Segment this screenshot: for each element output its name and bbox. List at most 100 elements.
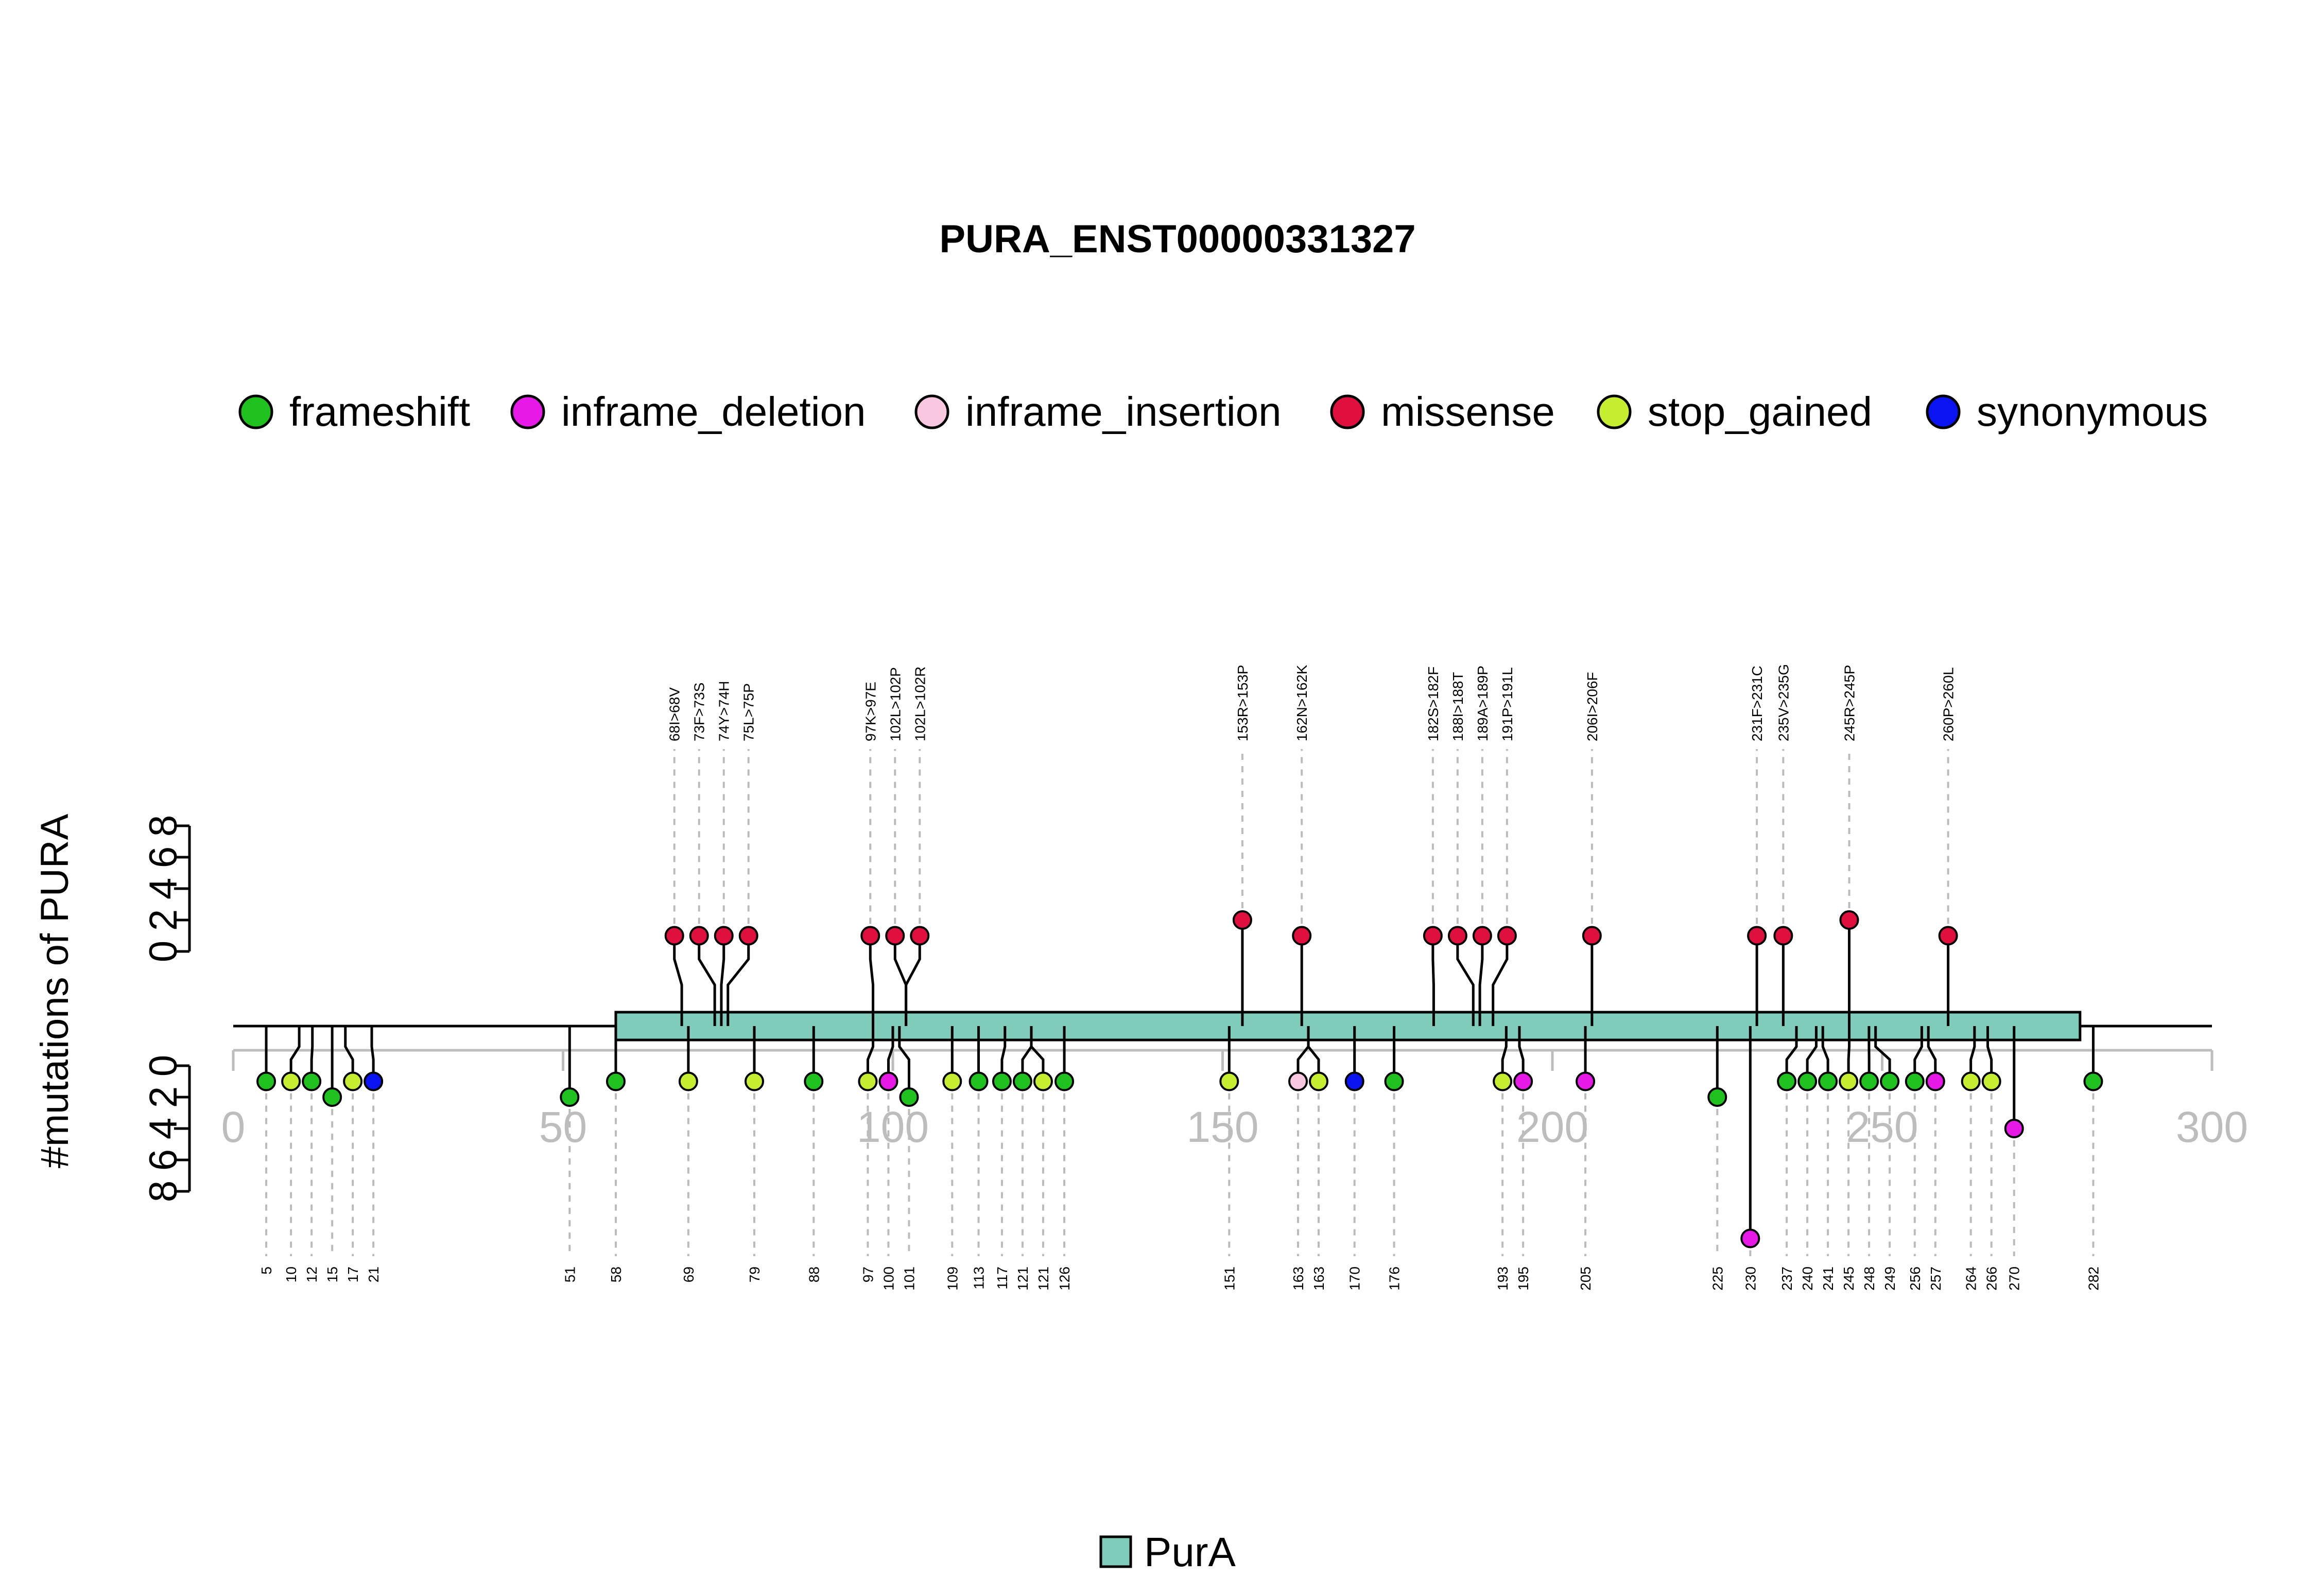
lollipop-stem-top (1492, 935, 1509, 1026)
mutation-point-frameshift (302, 1071, 322, 1091)
y-axis-label: #mutations of PURA (33, 813, 77, 1168)
legend-label-synonymous: synonymous (1977, 389, 2208, 435)
mutation-label-top: 74Y>74H (716, 681, 732, 741)
mutation-point-stop_gained (1961, 1071, 1981, 1091)
mutation-label-bottom: 113 (971, 1267, 987, 1290)
mutation-point-frameshift (969, 1071, 989, 1091)
lollipop-stem-bottom (1030, 1026, 1045, 1082)
mutation-label-bottom: 51 (562, 1267, 578, 1282)
domain-legend-label: PurA (1144, 1529, 1236, 1575)
x-axis-tick-label: 300 (2176, 1103, 2248, 1151)
x-axis: 0 50 100 150 200 250 300 (221, 1049, 2248, 1151)
mutation-label-bottom: 126 (1057, 1267, 1073, 1291)
y-axis-top-tick-label: 0 (142, 941, 185, 962)
lollipop-stem-bottom (289, 1026, 301, 1082)
mutation-label-top: 235V>235G (1775, 664, 1791, 741)
mutation-point-stop_gained (1033, 1071, 1053, 1091)
mutation-point-missense (1497, 926, 1517, 946)
lollipop-stem-bottom (1307, 1026, 1320, 1082)
mutation-label-bottom: 12 (304, 1267, 320, 1282)
mutation-point-synonymous (1344, 1071, 1364, 1091)
mutation-label-bottom: 21 (366, 1267, 382, 1282)
mutation-point-frameshift (1777, 1071, 1797, 1091)
mutation-point-frameshift (606, 1071, 626, 1091)
lollipop-stem-bottom (1986, 1026, 1993, 1082)
lollipop-stem-bottom (1501, 1026, 1508, 1082)
lollipop-stem-bottom (866, 1026, 875, 1082)
lollipop-stem-top (720, 935, 725, 1026)
mutation-point-missense (738, 926, 758, 946)
legend-marker-missense (1330, 394, 1365, 429)
legend-marker-synonymous (1926, 394, 1961, 429)
mutation-point-inframe_deletion (1576, 1071, 1596, 1091)
mutation-point-stop_gained (1839, 1071, 1859, 1091)
mutation-point-frameshift (1905, 1071, 1925, 1091)
legend-label-inframe-insertion: inframe_insertion (965, 389, 1282, 435)
chart-title: PURA_ENST00000331327 (939, 217, 1415, 261)
mutation-label-bottom: 15 (324, 1267, 340, 1282)
lollipop-stem-top (1478, 935, 1484, 1026)
mutation-point-missense (1232, 910, 1252, 930)
y-axis-bottom-tick-label: 4 (142, 1118, 185, 1139)
legend-marker-stop-gained (1597, 394, 1632, 429)
mutation-point-inframe_deletion (878, 1071, 898, 1091)
mutation-point-frameshift (1707, 1087, 1727, 1107)
lollipop-stem-bottom (1969, 1026, 1976, 1082)
mutation-point-missense (1773, 926, 1793, 946)
lollipop-stem-top (698, 935, 716, 1026)
mutation-label-bottom: 241 (1820, 1267, 1836, 1291)
mutation-point-inframe_deletion (1925, 1071, 1945, 1091)
mutation-point-missense (689, 926, 709, 946)
y-axis-bottom-tick-label: 8 (142, 1181, 185, 1202)
mutation-label-bottom: 248 (1861, 1267, 1877, 1291)
lollipop-stem-bottom (1518, 1026, 1525, 1082)
mutation-label-top: 182S>182F (1425, 666, 1441, 741)
mutation-point-synonymous (364, 1071, 384, 1091)
legend-marker-inframe-insertion (914, 394, 949, 429)
mutation-label-bottom: 257 (1928, 1267, 1944, 1291)
stems-layer (265, 920, 2095, 1239)
mutation-label-top: 245R>245P (1841, 665, 1857, 741)
mutation-label-bottom: 121 (1035, 1267, 1051, 1291)
x-axis-tick-label: 250 (1846, 1103, 1918, 1151)
mutation-label-bottom: 205 (1578, 1267, 1594, 1291)
axes-layer: 0 2 4 6 8 0 2 4 6 8 0 50 100 150 200 250 300 (142, 815, 2248, 1202)
mutation-point-inframe_deletion (1513, 1071, 1533, 1091)
mutation-label-bottom: 5 (258, 1267, 274, 1275)
mutation-label-top: 102L>102R (912, 666, 928, 741)
protein-layer (233, 1011, 2212, 1042)
mutation-label-bottom: 195 (1515, 1267, 1531, 1291)
mutation-label-bottom: 282 (2085, 1267, 2101, 1291)
mutation-point-inframe_insertion (1288, 1071, 1308, 1091)
mutation-label-bottom: 237 (1779, 1267, 1795, 1291)
y-axis-top-tick-label: 2 (142, 909, 185, 931)
mutation-label-bottom: 17 (345, 1267, 361, 1282)
mutation-point-missense (1747, 926, 1767, 946)
lollipop-stem-bottom (898, 1026, 910, 1097)
mutation-point-frameshift (1012, 1071, 1032, 1091)
lollipop-stem-bottom (1806, 1026, 1818, 1082)
mutation-label-top: 153R>153P (1235, 665, 1251, 741)
mutation-label-bottom: 230 (1742, 1267, 1758, 1291)
mutation-point-stop_gained (1219, 1071, 1239, 1091)
lollipop-stem-bottom (1785, 1026, 1798, 1082)
mutation-label-top: 102L>102P (887, 667, 903, 741)
mutation-point-missense (910, 926, 930, 946)
mutation-label-top: 73F>73S (691, 683, 707, 741)
mutation-label-top: 97K>97E (862, 682, 878, 741)
mutation-label-bottom: 256 (1907, 1267, 1923, 1291)
mutation-label-bottom: 101 (901, 1267, 917, 1291)
mutation-point-missense (1582, 926, 1602, 946)
mutation-label-bottom: 151 (1221, 1267, 1237, 1291)
mutation-label-bottom: 69 (681, 1267, 697, 1282)
lollipop-stem-bottom (1874, 1026, 1891, 1082)
mutation-point-stop_gained (343, 1071, 363, 1091)
mutation-point-stop_gained (1981, 1071, 2001, 1091)
lollipop-stem-bottom (1847, 1026, 1851, 1082)
lollipop-stem-bottom (370, 1026, 375, 1082)
mutation-point-frameshift (804, 1071, 824, 1091)
mutation-point-frameshift (992, 1071, 1012, 1091)
mutation-label-bottom: 225 (1709, 1267, 1725, 1291)
mutation-point-stop_gained (858, 1071, 878, 1091)
